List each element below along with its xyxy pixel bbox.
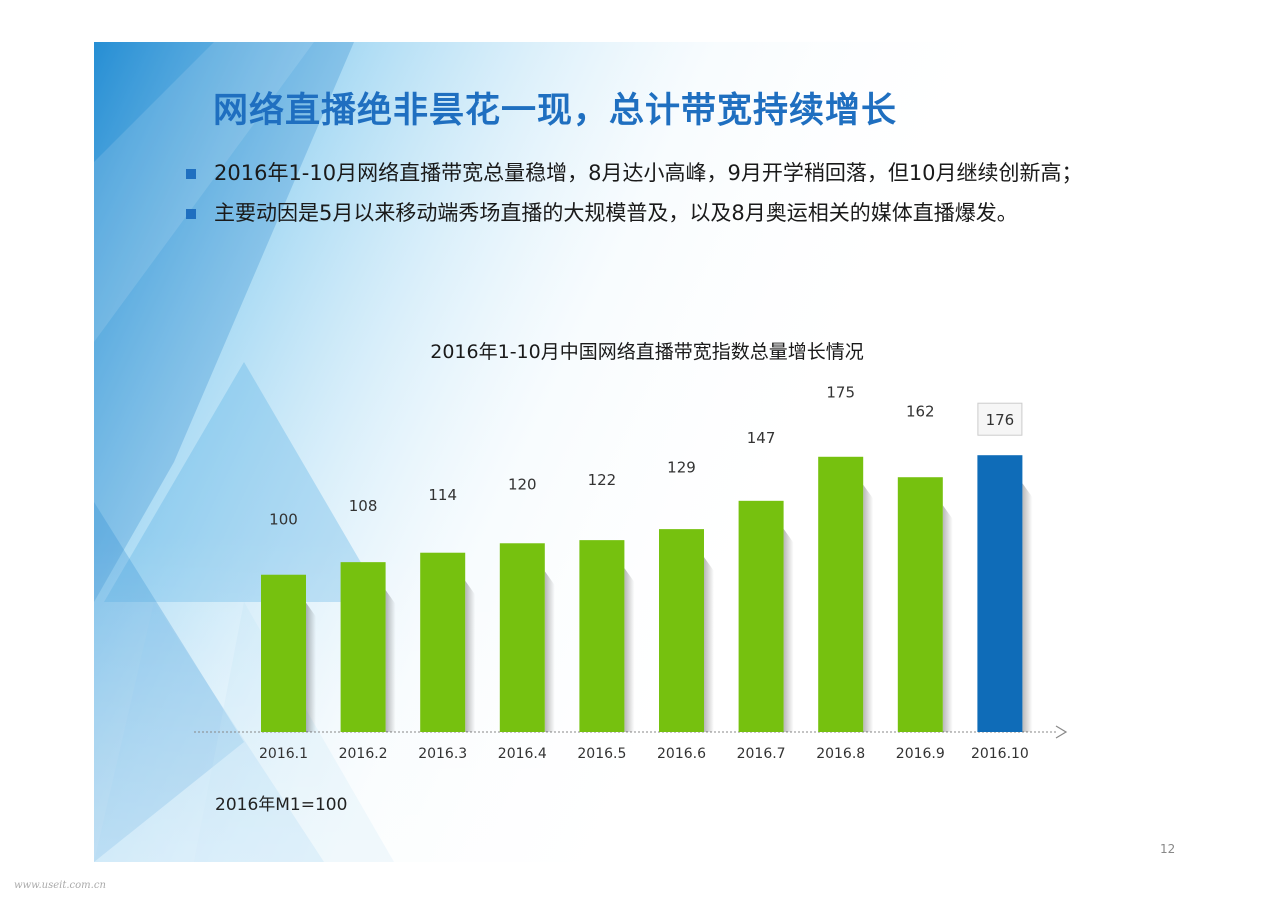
x-tick-label: 2016.3 bbox=[418, 746, 467, 762]
bar-shadow bbox=[624, 568, 635, 732]
data-label: 120 bbox=[508, 475, 537, 493]
data-label: 122 bbox=[588, 471, 617, 489]
bullet-list: 2016年1-10月网络直播带宽总量稳增，8月达小高峰，9月开学稍回落，但10月… bbox=[186, 154, 1086, 234]
x-tick-label: 2016.2 bbox=[339, 746, 388, 762]
chart-title: 2016年1-10月中国网络直播带宽指数总量增长情况 bbox=[430, 341, 864, 363]
page-title: 网络直播绝非昙花一现，总计带宽持续增长 bbox=[213, 91, 898, 131]
watermark: www.useit.com.cn bbox=[14, 880, 106, 891]
bar bbox=[420, 552, 466, 732]
data-label: 175 bbox=[826, 383, 855, 401]
bullet-square-icon bbox=[186, 209, 196, 219]
page-number: 12 bbox=[1160, 842, 1176, 856]
bar bbox=[340, 562, 386, 732]
bar-shadow bbox=[704, 557, 714, 732]
bar bbox=[659, 529, 704, 732]
bar-shadow bbox=[465, 580, 476, 732]
bar-shadow bbox=[863, 484, 874, 732]
bullet-item: 主要动因是5月以来移动端秀场直播的大规模普及，以及8月奥运相关的媒体直播爆发。 bbox=[186, 194, 1086, 232]
bullet-item: 2016年1-10月网络直播带宽总量稳增，8月达小高峰，9月开学稍回落，但10月… bbox=[186, 154, 1086, 192]
x-tick-label: 2016.7 bbox=[737, 746, 786, 762]
bullet-square-icon bbox=[186, 169, 196, 179]
bar-shadow bbox=[783, 528, 794, 732]
bar bbox=[499, 543, 545, 732]
data-label: 129 bbox=[667, 458, 696, 476]
bullet-text: 2016年1-10月网络直播带宽总量稳增，8月达小高峰，9月开学稍回落，但10月… bbox=[214, 161, 1083, 185]
bar bbox=[897, 477, 943, 732]
bar-shadow bbox=[385, 590, 396, 732]
bar-shadow bbox=[1022, 483, 1033, 732]
bar-shadow bbox=[306, 602, 316, 732]
data-label: 162 bbox=[906, 403, 935, 421]
data-label: 108 bbox=[349, 497, 378, 515]
x-tick-label: 2016.1 bbox=[259, 746, 308, 762]
bar bbox=[579, 540, 625, 732]
bar-chart: 100 2016.1 108 2016.2 114 2016.3 120 2016.4 122 2… bbox=[194, 383, 1068, 762]
x-tick-label: 2016.5 bbox=[577, 746, 626, 762]
slide: 网络直播绝非昙花一现，总计带宽持续增长 2016年1-10月网络直播带宽总量稳增… bbox=[94, 42, 1200, 862]
bar bbox=[818, 456, 864, 732]
data-label: 147 bbox=[747, 429, 776, 447]
x-tick-label: 2016.10 bbox=[971, 746, 1029, 762]
x-tick-label: 2016.6 bbox=[657, 746, 706, 762]
x-tick-label: 2016.4 bbox=[498, 746, 547, 762]
x-tick-label: 2016.9 bbox=[896, 746, 945, 762]
bar bbox=[738, 500, 784, 732]
data-label: 100 bbox=[269, 511, 298, 529]
bar-shadow bbox=[942, 505, 953, 732]
bar bbox=[261, 574, 306, 732]
data-label: 114 bbox=[428, 486, 457, 504]
bullet-text: 主要动因是5月以来移动端秀场直播的大规模普及，以及8月奥运相关的媒体直播爆发。 bbox=[214, 201, 1018, 225]
data-label: 176 bbox=[986, 411, 1015, 429]
index-note: 2016年M1=100 bbox=[215, 795, 348, 815]
highlight-label-box bbox=[977, 402, 1023, 436]
x-tick-label: 2016.8 bbox=[816, 746, 865, 762]
x-axis-arrow-icon bbox=[1055, 725, 1068, 739]
bar-shadow bbox=[544, 571, 555, 732]
bar bbox=[977, 455, 1023, 732]
